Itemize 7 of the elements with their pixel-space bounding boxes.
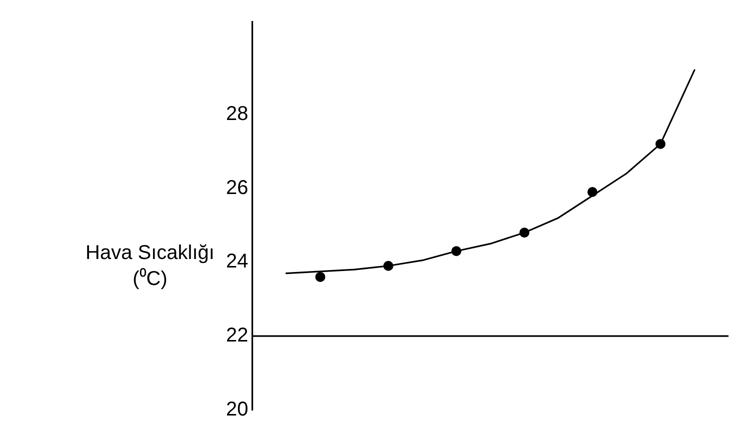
y-tick-label: 20 (226, 398, 248, 421)
y-axis-title: Hava Sıcaklığı (⁰C) (86, 242, 214, 290)
y-tick-label: 28 (226, 102, 248, 125)
y-tick-label: 26 (226, 176, 248, 199)
y-tick-label: 24 (226, 250, 248, 273)
point (315, 272, 326, 282)
y-tick-label: 22 (226, 324, 248, 347)
